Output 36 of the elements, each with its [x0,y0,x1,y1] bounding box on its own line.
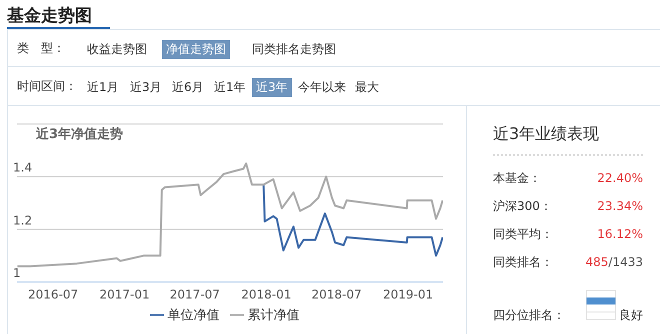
text: 23.34% [597,198,643,215]
text: 16.12% [597,226,643,243]
text: 沪深300： [493,198,552,215]
x-tick-label: 2017-01 [100,288,150,302]
text: 时间区间： [17,78,77,95]
y-tick-label: 1.2 [13,213,32,228]
text: 收益走势图 [86,41,148,58]
text: 近3年业绩表现 [493,123,600,145]
text: 近1月 [86,79,120,96]
x-tick-label: 2018-01 [241,288,292,302]
text: 良好 [619,307,643,324]
text: 四分位排名： [493,307,565,324]
legend-label: 累计净值 [248,308,300,323]
text: 净值走势图 [162,40,230,59]
x-tick-label: 2018-07 [312,288,362,302]
text: 近3年 [252,78,292,97]
text: 今年以来 [297,79,347,96]
text: 近3月 [129,79,163,96]
y-tick-label: 1 [13,266,21,280]
text: 近6月 [171,79,205,96]
text: 485/1433 [586,255,643,269]
legend-label: 单位净值 [168,308,220,323]
x-tick-label: 2016-07 [28,288,78,302]
y-tick-label: 1.4 [13,160,32,175]
x-tick-label: 2019-01 [382,288,434,302]
text: 最大 [354,79,380,96]
text: 同类排名走势图 [251,41,337,58]
text: 类 型： [17,40,65,57]
chart-title: 近3年净值走势 [36,126,124,143]
text: 本基金： [493,170,541,187]
text: 近1年 [213,79,247,96]
text: 同类平均： [493,226,553,243]
text: 同类排名： [493,254,553,271]
text: 22.40% [597,170,643,187]
x-tick-label: 2017-07 [170,288,220,302]
text: 基金走势图 [7,5,92,27]
